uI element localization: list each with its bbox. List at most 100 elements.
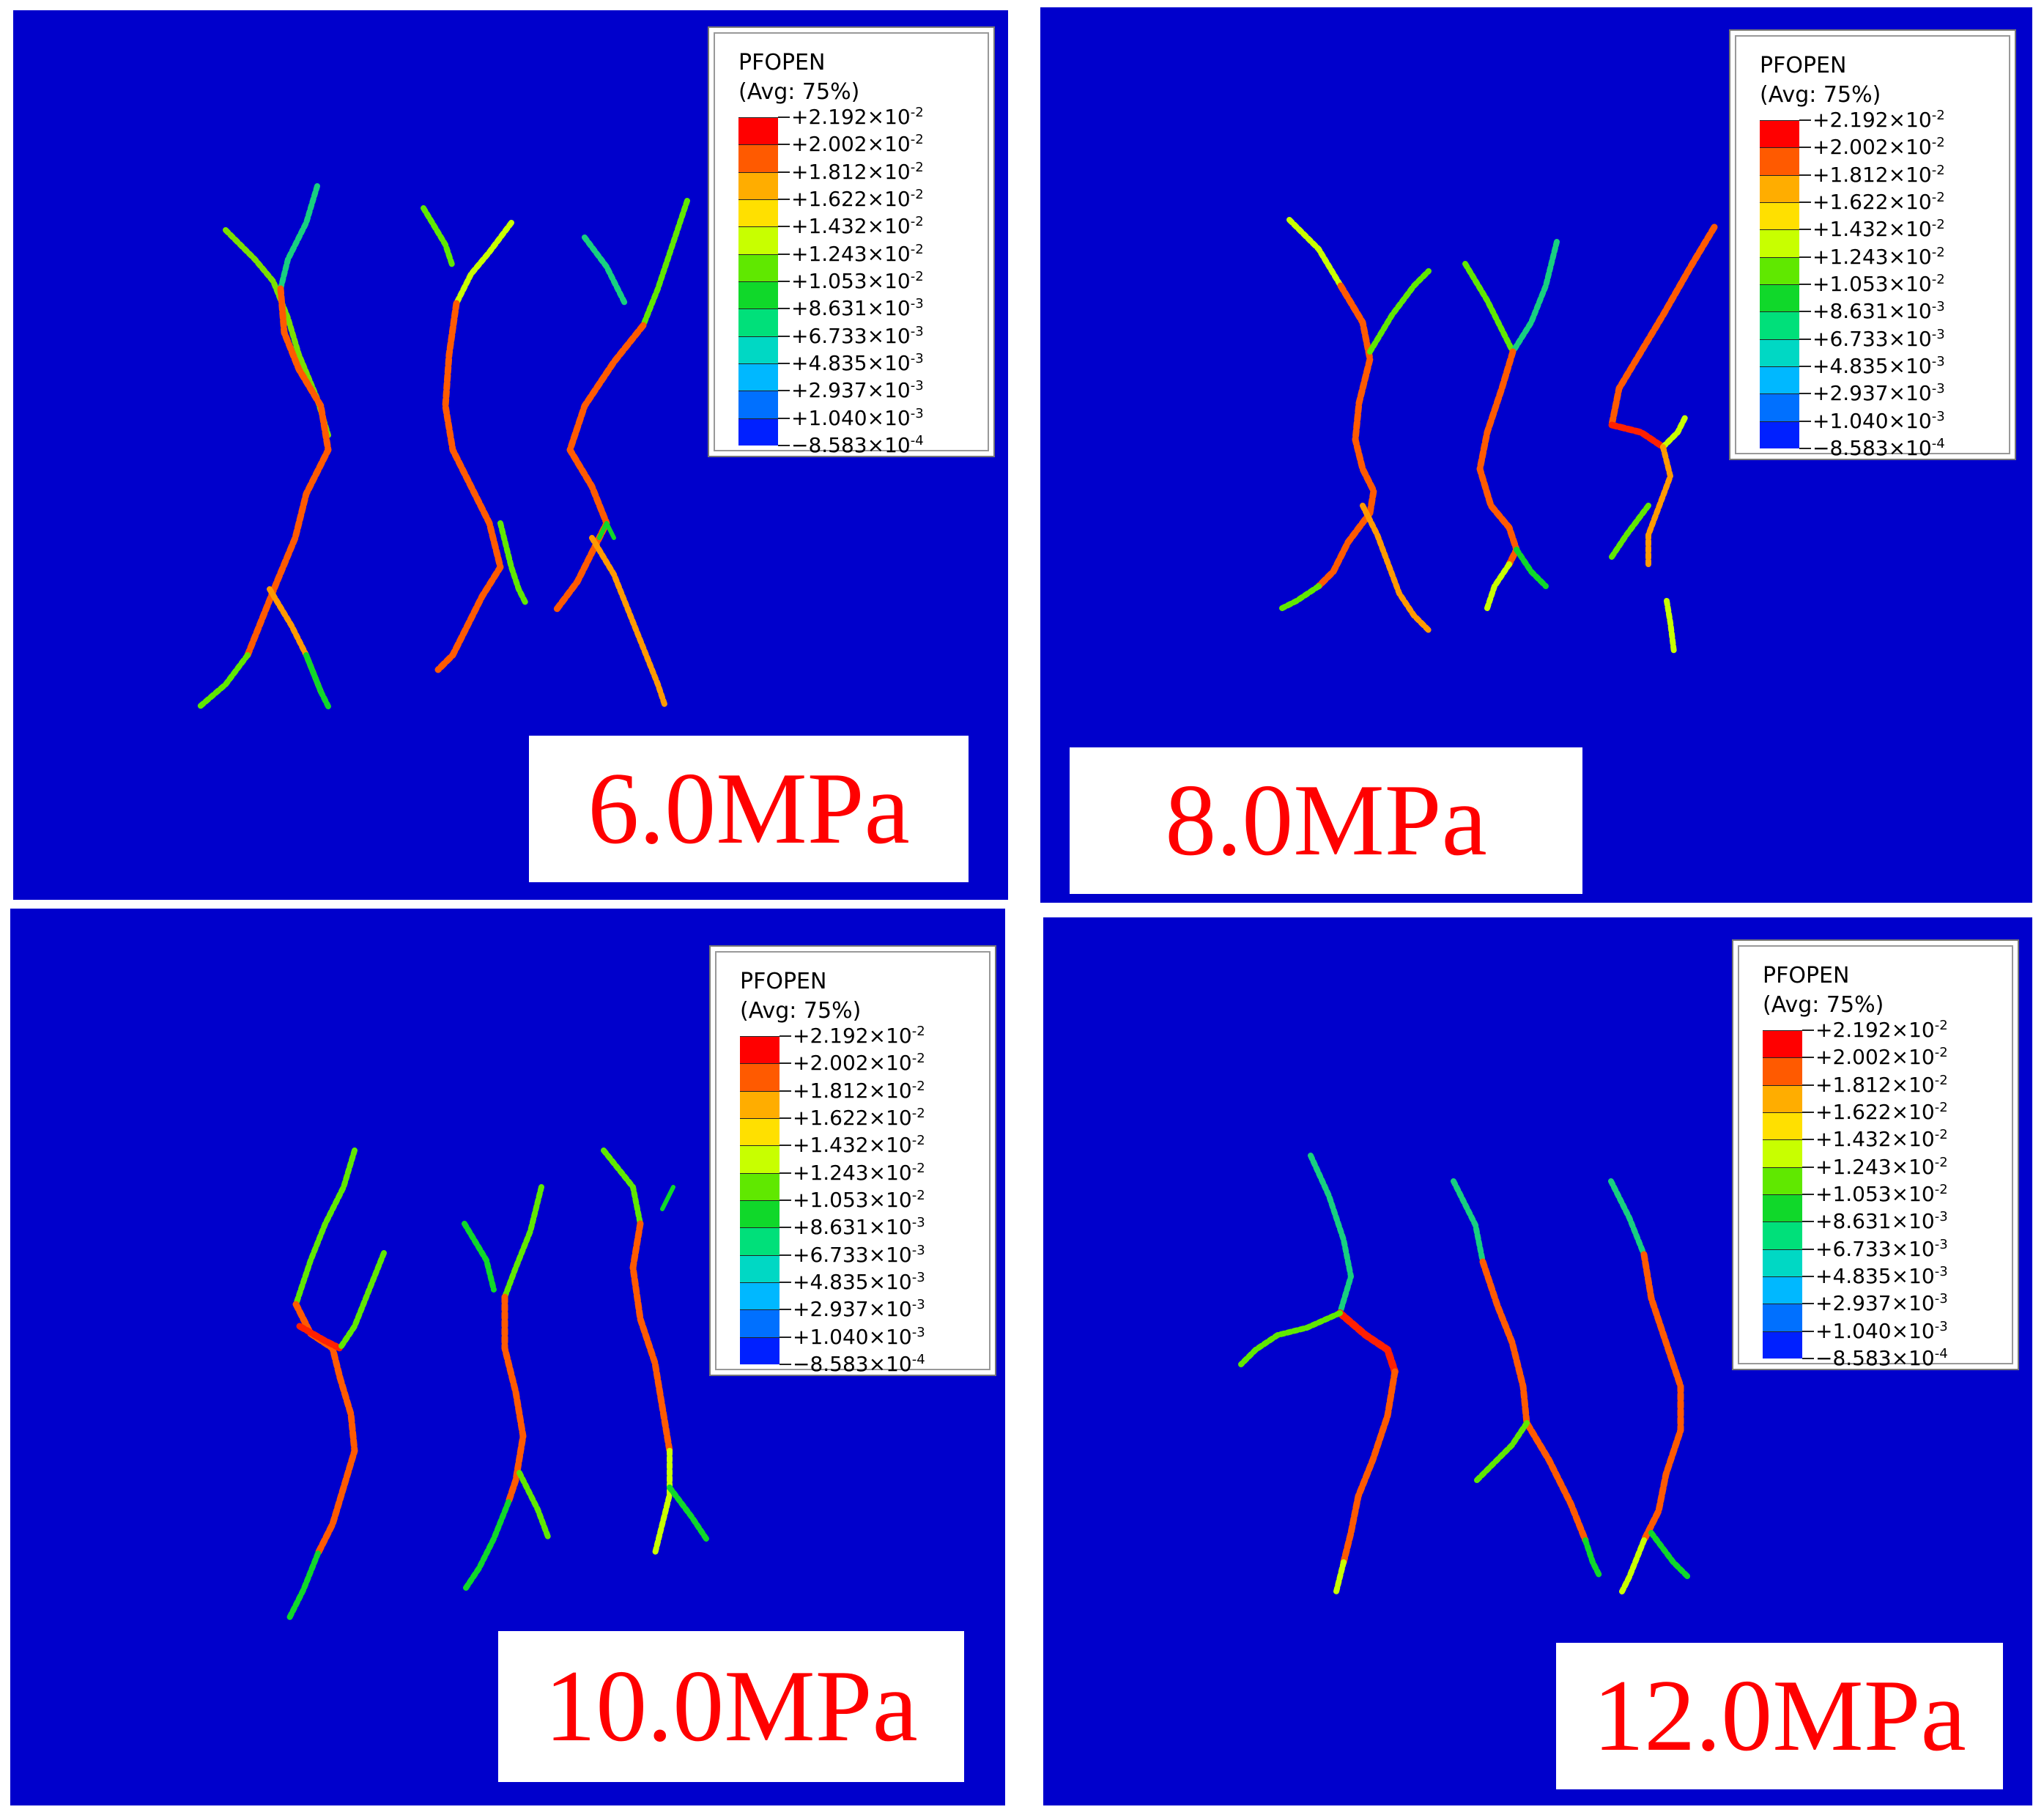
legend-value: +4.835×10-3 <box>1815 1265 1948 1287</box>
legend-swatch <box>1763 1221 1802 1249</box>
legend-value: −8.583×10-4 <box>1812 437 1945 459</box>
legend-tick <box>1802 1112 1814 1113</box>
fracture-plot <box>1279 217 1718 655</box>
legend-value-mantissa: +1.243×10 <box>1812 244 1932 269</box>
legend-tick <box>1799 311 1811 313</box>
legend-value-exponent: -2 <box>1934 1127 1948 1143</box>
legend-value: +2.937×10-3 <box>793 1298 925 1320</box>
legend-value: +8.631×10-3 <box>1815 1210 1948 1232</box>
legend-tick <box>780 1035 791 1037</box>
legend-tick <box>1799 174 1811 176</box>
legend-tick <box>1802 1221 1814 1223</box>
legend-value: +1.812×10-2 <box>1815 1073 1948 1096</box>
legend-value: +6.733×10-3 <box>1815 1238 1948 1260</box>
legend-tick <box>780 1199 791 1201</box>
legend-value-exponent: -2 <box>1934 1100 1948 1115</box>
legend-value-mantissa: +6.733×10 <box>1812 326 1932 351</box>
legend-value-mantissa: +4.835×10 <box>1812 354 1932 378</box>
legend-value-mantissa: +1.243×10 <box>1815 1154 1935 1179</box>
legend-value-mantissa: +1.812×10 <box>1812 162 1932 187</box>
legend-value: −8.583×10-4 <box>791 435 924 456</box>
legend-tick <box>1799 448 1811 449</box>
legend-value-exponent: -2 <box>1931 135 1945 151</box>
legend-value-exponent: -2 <box>910 132 924 148</box>
legend-value-mantissa: +2.002×10 <box>793 1051 912 1076</box>
legend-value-mantissa: +1.622×10 <box>1812 190 1932 214</box>
legend-tick <box>1802 1276 1814 1277</box>
legend-value-exponent: -2 <box>911 1106 925 1121</box>
legend-tick <box>1802 1194 1814 1195</box>
legend-value-mantissa: +1.622×10 <box>791 187 911 211</box>
legend-tick <box>1802 1084 1814 1086</box>
legend-tick <box>1802 1303 1814 1305</box>
legend-value: +1.812×10-2 <box>793 1079 925 1102</box>
legend-tick <box>1799 256 1811 258</box>
legend-value: +1.040×10-3 <box>791 407 924 429</box>
legend-tick <box>1799 119 1811 121</box>
legend-value: +2.192×10-2 <box>1815 1019 1948 1041</box>
legend-value-exponent: -2 <box>910 187 924 202</box>
legend-value: +1.053×10-2 <box>791 270 924 292</box>
legend-swatch <box>1760 366 1799 394</box>
legend-value: +1.040×10-3 <box>793 1326 925 1348</box>
legend-value-mantissa: +2.192×10 <box>791 105 911 129</box>
legend-value-exponent: -2 <box>1934 1182 1948 1197</box>
legend-tick <box>778 117 790 118</box>
legend-swatch <box>1763 1194 1802 1222</box>
legend-value-exponent: -2 <box>1931 272 1945 287</box>
legend-swatch <box>1763 1030 1802 1058</box>
legend-swatch <box>1763 1304 1802 1331</box>
legend-value-mantissa: +4.835×10 <box>793 1270 912 1294</box>
legend-swatch <box>738 418 778 446</box>
legend-value-mantissa: +2.002×10 <box>1812 135 1932 160</box>
legend-swatch <box>740 1063 780 1091</box>
legend-value: +1.622×10-2 <box>1815 1101 1948 1123</box>
legend-value: +1.622×10-2 <box>791 188 924 210</box>
legend-swatch <box>1760 229 1799 257</box>
legend-tick <box>778 171 790 173</box>
pressure-label: 12.0MPa <box>1556 1643 2003 1789</box>
legend-swatch <box>738 308 778 336</box>
color-legend: PFOPEN (Avg: 75%) +2.192×10-2 +2.002×10-2… <box>1729 29 2016 460</box>
legend-swatch <box>1760 256 1799 284</box>
legend-subtitle: (Avg: 75%) <box>738 79 860 105</box>
legend-value-exponent: -2 <box>1934 1045 1948 1061</box>
legend-tick <box>1802 1358 1814 1359</box>
legend-value-exponent: -2 <box>1931 162 1945 178</box>
legend-value-mantissa: +1.053×10 <box>791 269 911 293</box>
legend-value-mantissa: +2.002×10 <box>791 132 911 157</box>
legend-value-mantissa: +8.631×10 <box>1812 299 1932 324</box>
fracture-plot <box>1238 1153 1691 1594</box>
legend-value-exponent: -3 <box>910 323 924 339</box>
legend-swatch <box>1760 202 1799 230</box>
legend-value: +1.040×10-3 <box>1812 410 1945 432</box>
legend-value-exponent: -2 <box>910 269 924 284</box>
legend-value-mantissa: +1.432×10 <box>1812 217 1932 242</box>
legend-tick <box>1802 1139 1814 1141</box>
legend-tick <box>1802 1166 1814 1168</box>
legend-value-mantissa: +8.631×10 <box>793 1215 912 1240</box>
legend-value: +1.053×10-2 <box>793 1189 925 1211</box>
legend-swatch <box>1760 120 1799 148</box>
legend-value-mantissa: −8.583×10 <box>1812 436 1932 460</box>
legend-value-mantissa: +1.622×10 <box>793 1106 912 1130</box>
legend-value-mantissa: +8.631×10 <box>791 296 911 321</box>
legend-tick <box>1799 284 1811 285</box>
legend-value-exponent: -4 <box>1934 1346 1948 1361</box>
legend-title: PFOPEN <box>1760 53 1847 78</box>
legend-value-exponent: -3 <box>1934 1236 1948 1252</box>
legend-colorbar <box>1760 120 1799 448</box>
legend-swatch <box>738 171 778 199</box>
legend-value-exponent: -3 <box>911 1215 925 1231</box>
legend-tick <box>780 1336 791 1338</box>
legend-title: PFOPEN <box>738 50 826 75</box>
legend-value-mantissa: +2.937×10 <box>793 1297 912 1322</box>
legend-value-mantissa: +1.243×10 <box>793 1160 912 1185</box>
legend-swatch <box>1763 1139 1802 1167</box>
legend-value: +4.835×10-3 <box>791 352 924 374</box>
legend-value-exponent: -2 <box>911 1024 925 1039</box>
legend-value-mantissa: +2.192×10 <box>1812 108 1932 132</box>
legend-value: +4.835×10-3 <box>793 1271 925 1293</box>
legend-tick <box>1799 229 1811 231</box>
legend-value-exponent: -2 <box>911 1188 925 1203</box>
